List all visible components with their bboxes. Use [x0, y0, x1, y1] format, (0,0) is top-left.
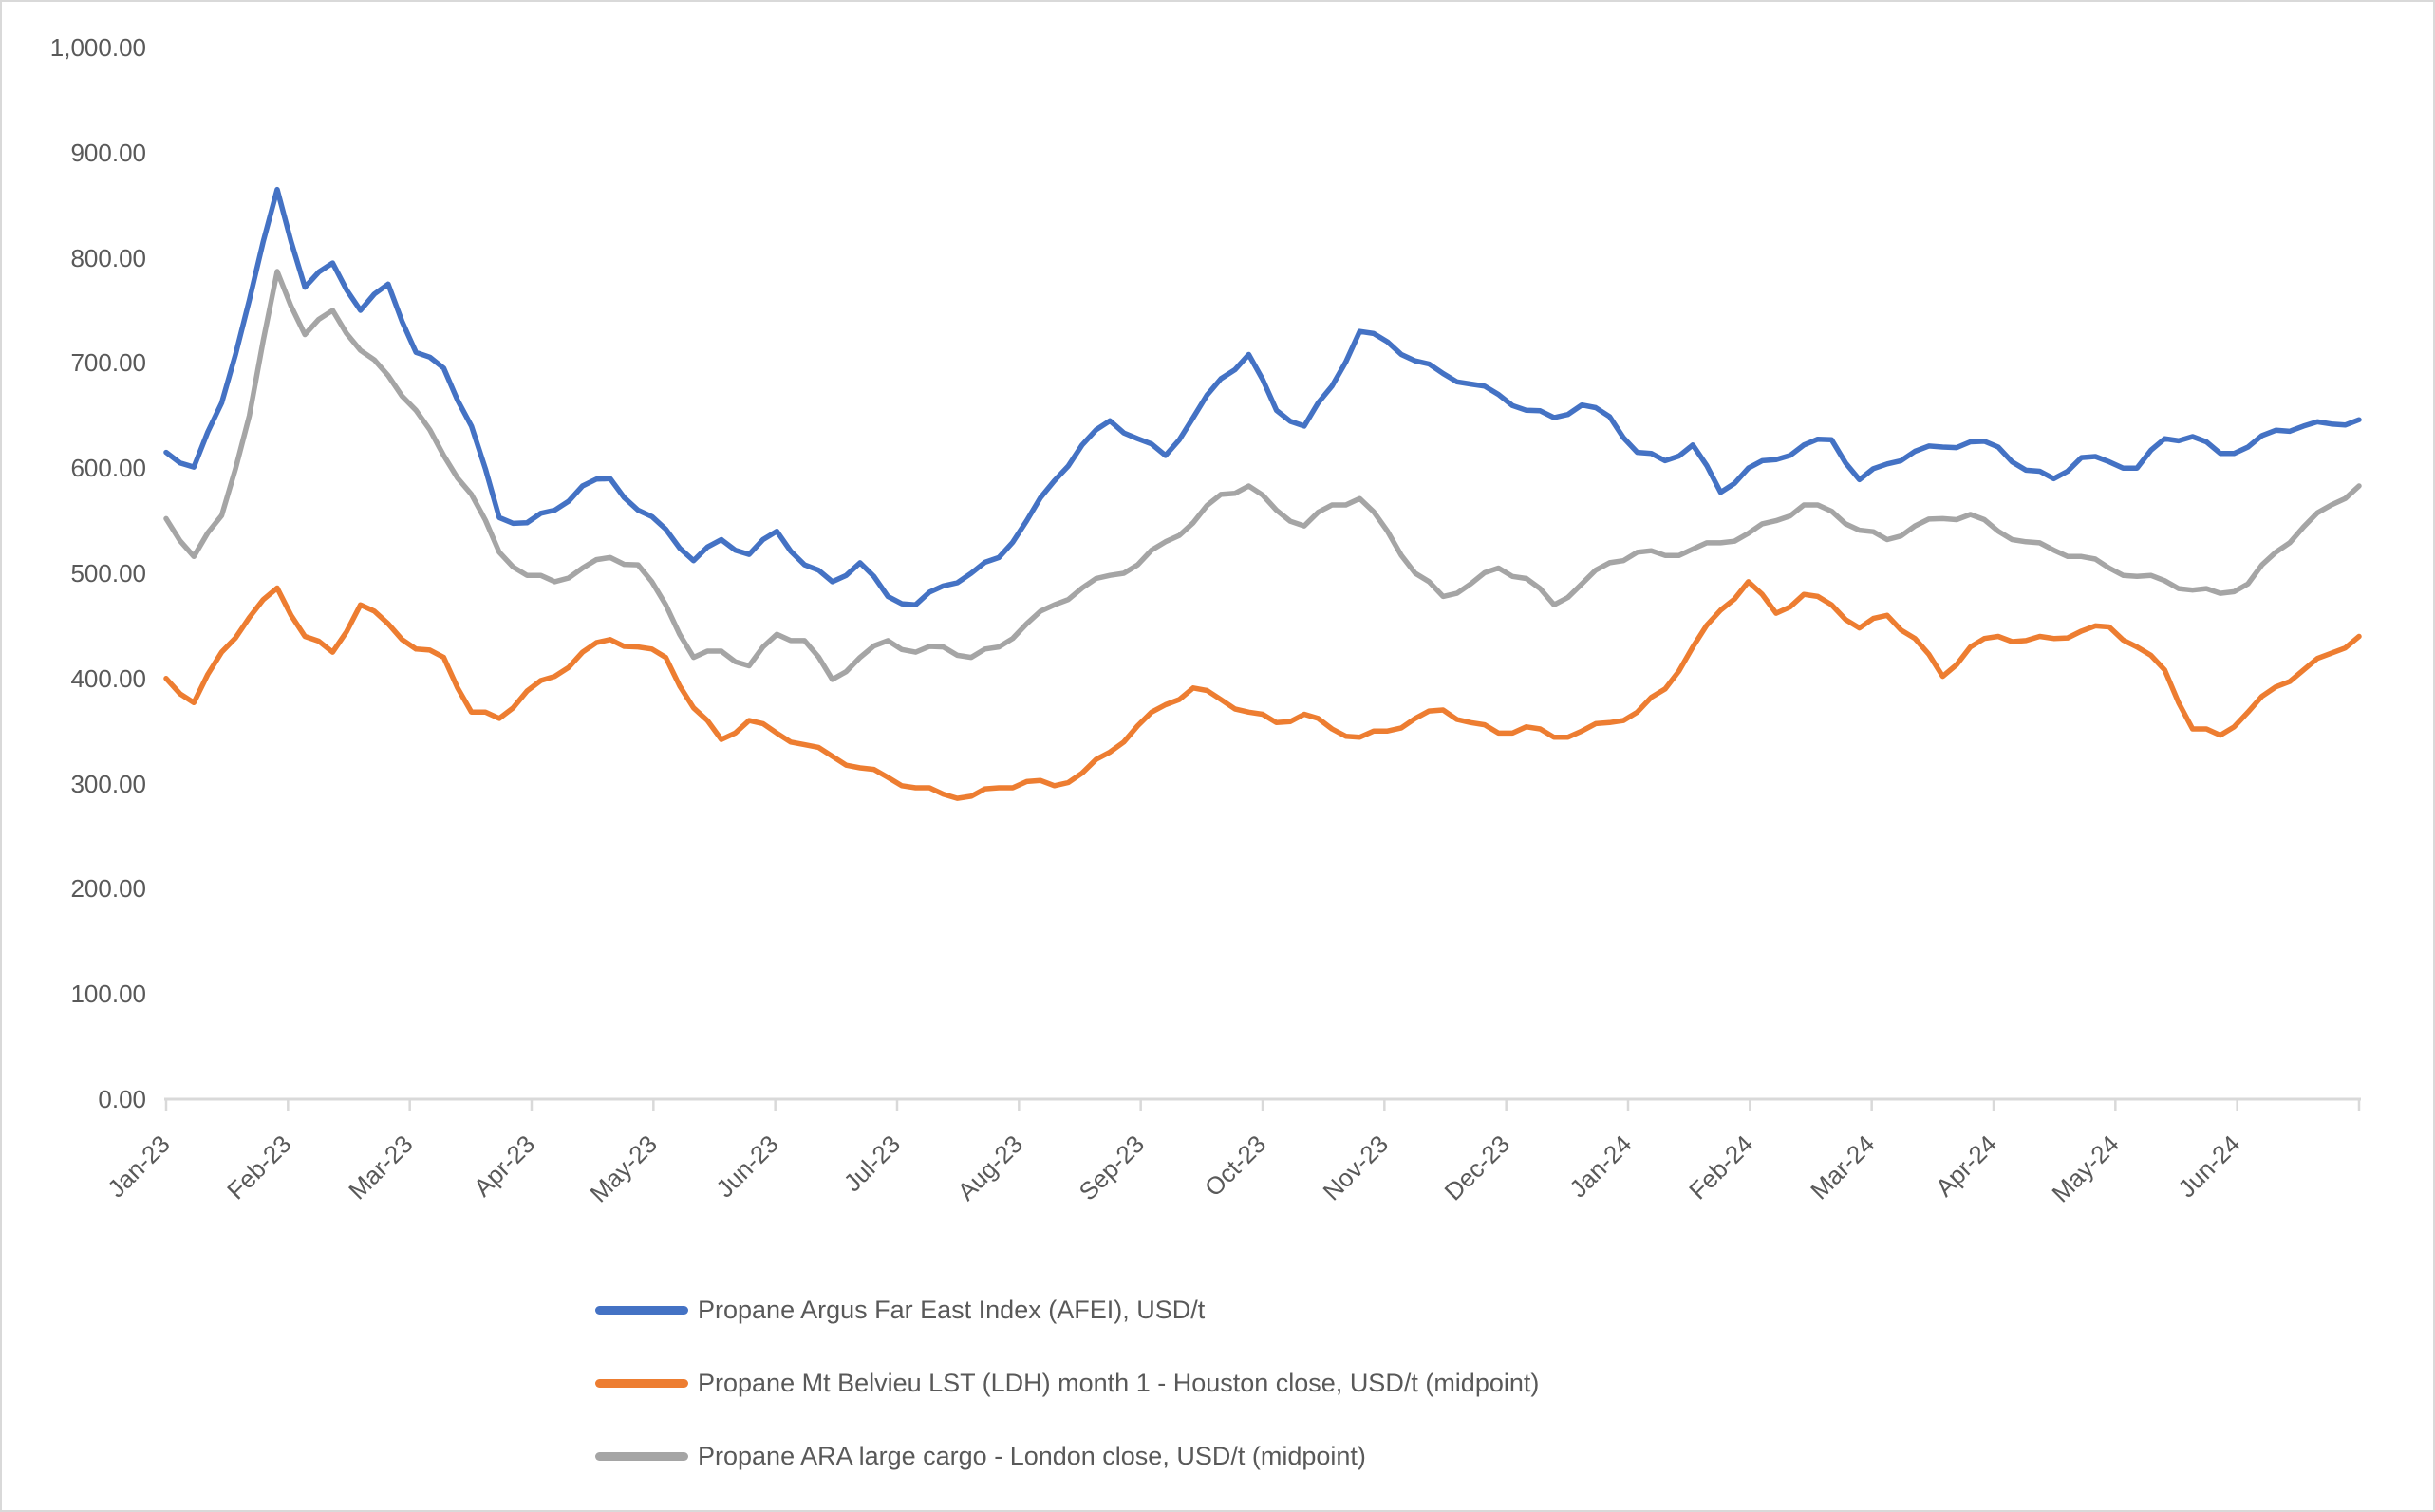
y-axis-label: 400.00 [70, 663, 146, 693]
legend-swatch-ara [595, 1451, 688, 1461]
y-axis-label: 300.00 [70, 769, 146, 798]
y-axis-label: 700.00 [70, 348, 146, 378]
legend-item-afei: Propane Argus Far East Index (AFEI), USD… [595, 1294, 1205, 1326]
legend-item-ara: Propane ARA large cargo - London close, … [595, 1440, 1366, 1472]
y-axis-label: 800.00 [70, 243, 146, 272]
legend-swatch-mt-belvieu [595, 1378, 688, 1388]
y-axis-label: 600.00 [70, 454, 146, 483]
legend-swatch-afei [595, 1305, 688, 1315]
ara-line [163, 269, 2362, 682]
y-axis-label: 200.00 [70, 874, 146, 904]
y-axis-label: 100.00 [70, 980, 146, 1009]
legend-label-ara: Propane ARA large cargo - London close, … [698, 1441, 1366, 1470]
legend-label-afei: Propane Argus Far East Index (AFEI), USD… [698, 1295, 1206, 1324]
y-axis-label: 0.00 [98, 1085, 146, 1113]
mt-belvieu-line [163, 579, 2362, 801]
afei-line [163, 186, 2362, 607]
legend-label-mt-belvieu: Propane Mt Belvieu LST (LDH) month 1 - H… [698, 1368, 1540, 1397]
y-axis-label: 1,000.00 [49, 33, 146, 62]
y-axis-label: 900.00 [70, 138, 146, 167]
y-axis-label: 500.00 [70, 559, 146, 588]
legend-item-mt-belvieu: Propane Mt Belvieu LST (LDH) month 1 - H… [595, 1367, 1539, 1399]
